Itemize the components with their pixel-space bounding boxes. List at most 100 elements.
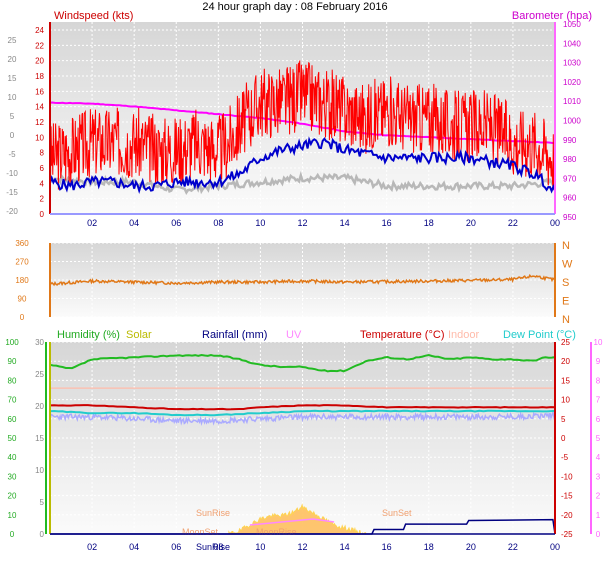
direction-tick-label: 90 bbox=[18, 295, 27, 304]
humidity-tick-label: 50 bbox=[8, 434, 17, 443]
inner-left-tick-label: 15 bbox=[35, 434, 44, 443]
legend-solar: Solar bbox=[126, 329, 152, 341]
temperature-tick-label: -25 bbox=[561, 530, 573, 539]
inner-left-tick-label: 5 bbox=[40, 498, 45, 507]
weather-annotations: SunRise SunSet MoonSet MoonRise SunRise bbox=[182, 508, 412, 552]
humidity-tick-label: 20 bbox=[8, 492, 17, 501]
temperature-line bbox=[49, 404, 556, 411]
direction-tick-label: 0 bbox=[20, 313, 25, 322]
weather-x-tick-label: 22 bbox=[508, 542, 518, 552]
humidity-tick-label: 90 bbox=[8, 357, 17, 366]
humidity-tick-label: 0 bbox=[10, 530, 15, 539]
baro-tick-label: 980 bbox=[563, 155, 577, 164]
grey-series-line bbox=[49, 170, 557, 196]
wind-x-tick-label: 08 bbox=[213, 218, 223, 228]
baro-tick-label: 1050 bbox=[563, 20, 581, 29]
wind-outer-tick-label: 0 bbox=[10, 131, 15, 140]
uv-tick-label: 10 bbox=[594, 338, 603, 347]
wind-left-tick-label: 18 bbox=[35, 72, 44, 81]
uv-tick-label: 4 bbox=[596, 453, 601, 462]
uv-tick-label: 6 bbox=[596, 415, 601, 424]
legend-indoor: Indoor bbox=[448, 329, 480, 341]
graph-title: 24 hour graph day : 08 February 2016 bbox=[202, 1, 387, 13]
baro-tick-label: 1030 bbox=[563, 59, 581, 68]
weather-legend: Humidity (%) Solar Rainfall (mm) UV Temp… bbox=[57, 329, 576, 341]
temperature-tick-label: 15 bbox=[561, 376, 570, 385]
humidity-tick-label: 80 bbox=[8, 376, 17, 385]
wind-outer-tick-label: 20 bbox=[8, 55, 17, 64]
annotation-sunrise-axis: SunRise bbox=[196, 542, 230, 552]
wind-left-tick-label: 10 bbox=[35, 133, 44, 142]
inner-left-tick-label: 25 bbox=[35, 370, 44, 379]
temperature-tick-label: -10 bbox=[561, 472, 573, 481]
wind-x-tick-label: 16 bbox=[382, 218, 392, 228]
baro-tick-label: 1000 bbox=[563, 117, 581, 126]
wind-left-tick-label: 22 bbox=[35, 41, 44, 50]
compass-label: W bbox=[562, 259, 573, 271]
compass-label: E bbox=[562, 296, 569, 308]
average-wind-line bbox=[49, 136, 556, 194]
wind-left-tick-label: 24 bbox=[35, 26, 44, 35]
humidity-tick-label: 60 bbox=[8, 415, 17, 424]
humidity-tick-label: 10 bbox=[8, 511, 17, 520]
weather-x-tick-label: 16 bbox=[382, 542, 392, 552]
weather-x-tick-label: 14 bbox=[340, 542, 350, 552]
weather-x-tick-label: 08 bbox=[213, 542, 223, 552]
legend-humidity: Humidity (%) bbox=[57, 329, 120, 341]
annotation-sunrise: SunRise bbox=[196, 508, 230, 518]
temperature-tick-label: 0 bbox=[561, 434, 566, 443]
wind-outer-tick-label: -20 bbox=[6, 207, 18, 216]
uv-tick-label: 1 bbox=[596, 511, 601, 520]
wind-axes: 2422201816141210864202520151050-5-10-15-… bbox=[6, 20, 581, 228]
humidity-line bbox=[49, 353, 556, 373]
humidity-tick-label: 70 bbox=[8, 396, 17, 405]
annotation-moonrise: MoonRise bbox=[256, 527, 297, 537]
legend-rainfall: Rainfall (mm) bbox=[202, 329, 267, 341]
wind-series bbox=[49, 60, 557, 196]
wind-outer-tick-label: 10 bbox=[8, 93, 17, 102]
baro-tick-label: 970 bbox=[563, 174, 577, 183]
temperature-tick-label: -5 bbox=[561, 453, 569, 462]
weather-x-tick-label: 10 bbox=[255, 542, 265, 552]
lavender-line bbox=[49, 409, 556, 427]
direction-tick-label: 180 bbox=[15, 276, 29, 285]
legend-temperature: Temperature (°C) bbox=[360, 329, 444, 341]
humidity-tick-label: 40 bbox=[8, 453, 17, 462]
barometer-line bbox=[49, 101, 556, 145]
uv-tick-label: 2 bbox=[596, 492, 601, 501]
annotation-sunset: SunSet bbox=[382, 508, 412, 518]
baro-tick-label: 1040 bbox=[563, 39, 581, 48]
wind-left-tick-label: 8 bbox=[40, 149, 45, 158]
compass-label: N bbox=[562, 314, 570, 326]
uv-tick-label: 5 bbox=[596, 434, 601, 443]
temperature-tick-label: -20 bbox=[561, 511, 573, 520]
wind-outer-tick-label: 25 bbox=[8, 36, 17, 45]
windspeed-line bbox=[49, 60, 556, 190]
weather-series bbox=[49, 353, 556, 536]
humidity-tick-label: 100 bbox=[5, 338, 19, 347]
wind-x-tick-label: 14 bbox=[340, 218, 350, 228]
windspeed-label: Windspeed (kts) bbox=[54, 10, 133, 22]
dewpoint-line bbox=[49, 409, 556, 417]
weather-x-tick-label: 02 bbox=[87, 542, 97, 552]
inner-left-tick-label: 10 bbox=[35, 466, 44, 475]
uv-tick-label: 3 bbox=[596, 472, 601, 481]
wind-x-tick-label: 06 bbox=[171, 218, 181, 228]
direction-series bbox=[49, 273, 556, 287]
wind-left-tick-label: 14 bbox=[35, 103, 44, 112]
legend-uv: UV bbox=[286, 329, 302, 341]
wind-x-tick-label: 04 bbox=[129, 218, 139, 228]
baro-tick-label: 960 bbox=[563, 194, 577, 203]
wind-left-tick-label: 2 bbox=[40, 195, 45, 204]
rainfall-line bbox=[50, 518, 556, 535]
weather-axes: 1009080706050403020100302520151050252015… bbox=[5, 338, 603, 552]
wind-x-tick-label: 02 bbox=[87, 218, 97, 228]
wind-x-tick-label: 00 bbox=[550, 218, 560, 228]
weather-x-tick-label: 20 bbox=[466, 542, 476, 552]
inner-left-tick-label: 30 bbox=[35, 338, 44, 347]
wind-outer-tick-label: -15 bbox=[6, 188, 18, 197]
humidity-tick-label: 30 bbox=[8, 472, 17, 481]
compass-label: N bbox=[562, 240, 570, 252]
wind-outer-tick-label: -5 bbox=[8, 150, 16, 159]
